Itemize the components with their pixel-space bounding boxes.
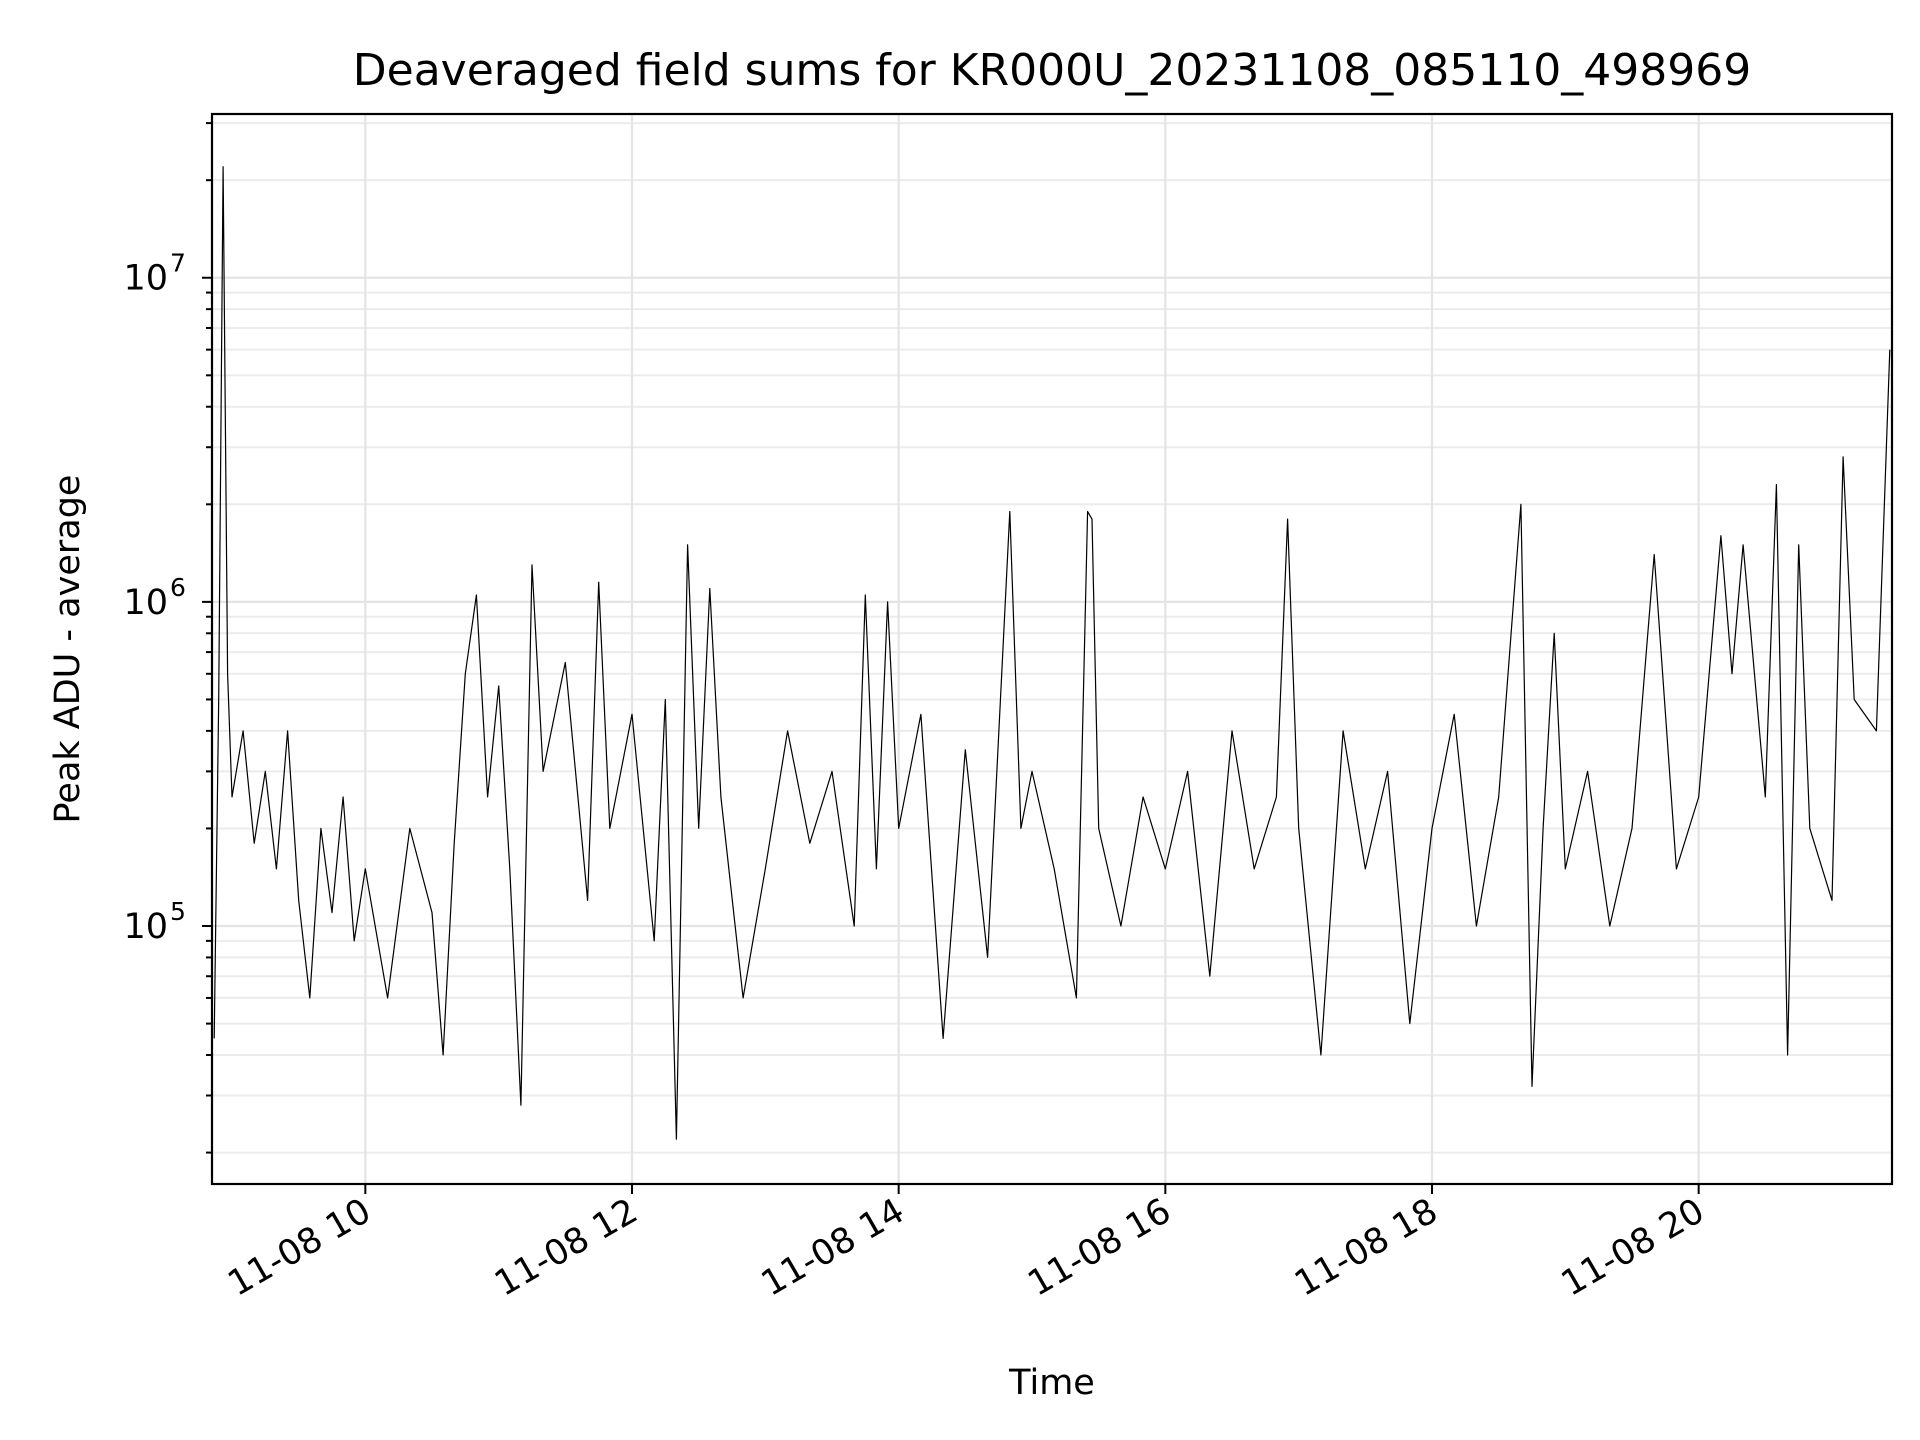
y-tick-label: 10 — [123, 583, 168, 623]
grid — [212, 114, 1892, 1184]
y-tick-label: 10 — [123, 259, 168, 299]
y-tick-label: 10 — [123, 907, 168, 947]
x-axis-label: Time — [1008, 1363, 1095, 1403]
plot-frame — [210, 112, 1894, 1186]
series-layer — [213, 166, 1891, 1140]
y-tick-exponent: 7 — [170, 249, 186, 278]
chart-title: Deaveraged field sums for KR000U_2023110… — [353, 45, 1751, 96]
y-tick-exponent: 6 — [170, 573, 186, 602]
y-axis-label: Peak ADU - average — [48, 475, 88, 824]
y-tick-exponent: 5 — [170, 897, 186, 926]
series-line — [213, 166, 1891, 1140]
